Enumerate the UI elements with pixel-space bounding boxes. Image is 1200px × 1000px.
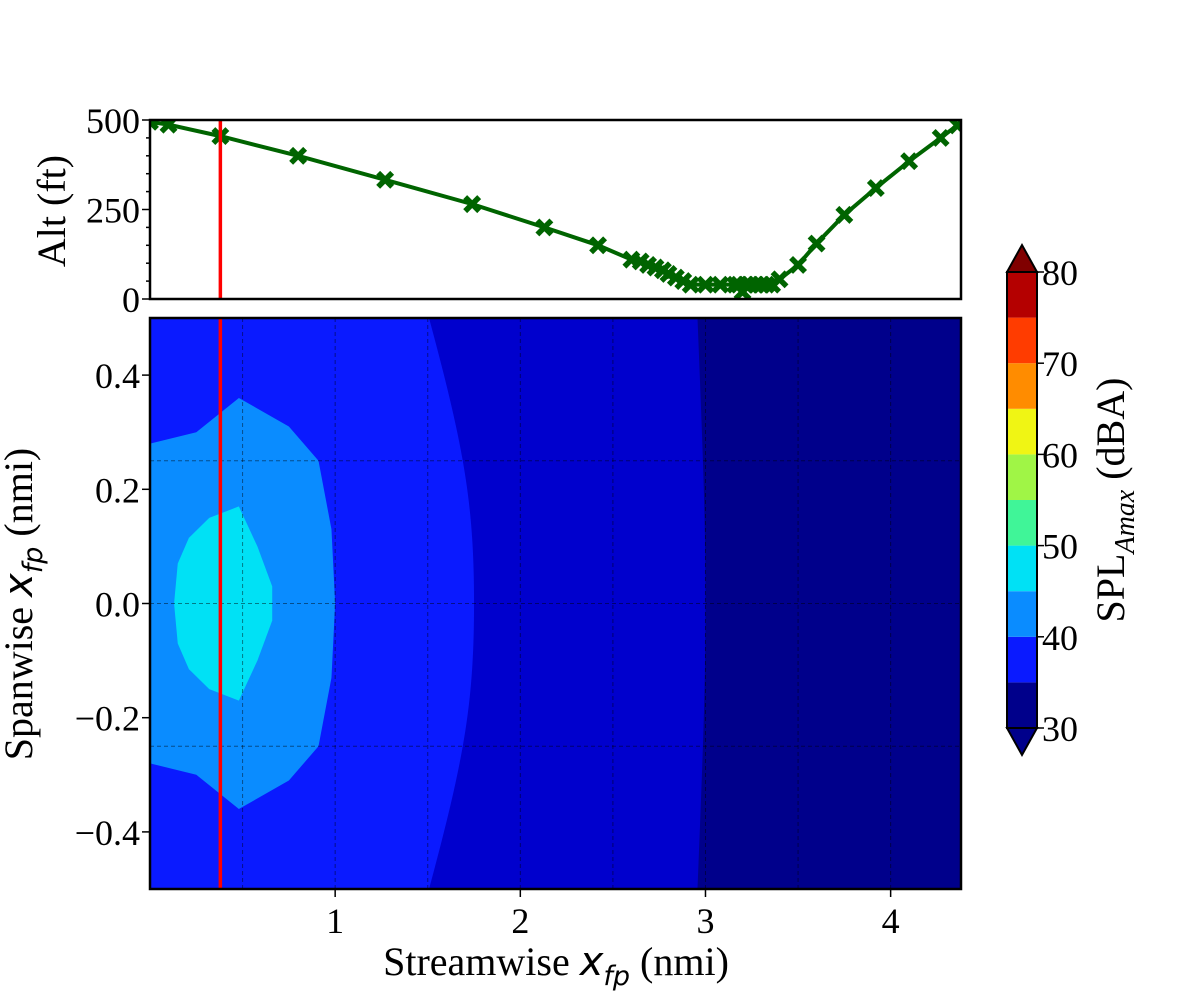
colorbar-band <box>1007 363 1037 409</box>
contour-grid <box>150 318 961 889</box>
altitude-point <box>789 256 808 274</box>
altitude-y-tick-label: 250 <box>86 191 140 231</box>
colorbar-tick-label: 50 <box>1042 527 1078 567</box>
altitude-y-tick-label: 0 <box>122 280 140 320</box>
colorbar-band <box>1007 317 1037 364</box>
colorbar-under-arrow <box>1005 727 1039 758</box>
colorbar-band <box>1007 682 1037 728</box>
altitude-point <box>463 195 482 214</box>
altitude-point <box>835 205 854 224</box>
altitude-point <box>770 270 789 289</box>
altitude-point <box>807 234 826 253</box>
contour-x-tick-label: 2 <box>511 901 529 941</box>
altitude-point <box>376 170 395 189</box>
altitude-y-tick-label: 500 <box>86 101 140 141</box>
altitude-point <box>589 236 608 255</box>
altitude-point <box>150 120 159 131</box>
colorbar-label: SPLAmax (dBA) <box>1088 378 1141 623</box>
altitude-y-ticks: 0 250 500 <box>86 101 150 320</box>
colorbar-tick-label: 80 <box>1042 253 1078 293</box>
altitude-panel: 0 250 500 Alt (ft) <box>29 101 963 320</box>
colorbar-tick-label: 40 <box>1042 618 1078 658</box>
altitude-point <box>681 275 700 294</box>
contour-y-tick-label: 0.2 <box>95 470 140 510</box>
colorbar-bands <box>1007 272 1037 728</box>
altitude-point <box>535 218 554 237</box>
colorbar-band <box>1007 408 1037 455</box>
altitude-point <box>696 275 715 294</box>
contour-panel: 1 2 3 4 −0.4 −0.2 0.0 0.2 0.4 Streamwise xfp (n… <box>0 316 963 992</box>
colorbar-tick-label: 70 <box>1042 344 1078 384</box>
colorbar-band <box>1007 591 1037 637</box>
altitude-plot-background <box>150 120 961 299</box>
contour-y-tick-label: 0.0 <box>95 585 140 625</box>
altitude-point <box>931 128 950 147</box>
colorbar-over-arrow <box>1005 242 1039 273</box>
contour-x-ticks: 1 2 3 4 <box>326 889 900 941</box>
colorbar-ticks: 30 40 50 60 70 80 <box>1037 253 1078 749</box>
contour-y-axis-label: Spanwise xfp (nmi) <box>0 448 49 761</box>
contour-x-tick-label: 4 <box>882 901 900 941</box>
contour-x-tick-label: 3 <box>696 901 714 941</box>
altitude-markers <box>150 120 961 299</box>
contour-y-ticks: −0.4 −0.2 0.0 0.2 0.4 <box>75 356 150 853</box>
contour-x-tick-label: 1 <box>326 901 344 941</box>
contour-x-axis-label: Streamwise xfp (nmi) <box>383 939 729 992</box>
contour-level-50-55 <box>174 506 273 701</box>
altitude-point <box>289 146 308 165</box>
colorbar-band <box>1007 272 1037 318</box>
colorbar-band <box>1007 636 1037 683</box>
contour-y-tick-label: −0.4 <box>75 813 140 853</box>
altitude-point <box>711 275 730 294</box>
colorbar-band <box>1007 454 1037 500</box>
altitude-y-axis-label: Alt (ft) <box>29 155 74 267</box>
colorbar: 30 40 50 60 70 80 SPLAmax (dBA) <box>1005 242 1141 758</box>
colorbar-band <box>1007 545 1037 592</box>
altitude-point <box>866 179 885 197</box>
contour-y-tick-label: −0.2 <box>75 699 140 739</box>
altitude-point <box>159 120 178 134</box>
colorbar-tick-label: 30 <box>1042 709 1078 749</box>
altitude-point <box>900 152 919 171</box>
colorbar-frame <box>1006 271 1038 729</box>
colorbar-band <box>1007 500 1037 546</box>
altitude-plot-frame <box>148 118 963 301</box>
colorbar-tick-label: 60 <box>1042 435 1078 475</box>
contour-y-tick-label: 0.4 <box>95 356 140 396</box>
